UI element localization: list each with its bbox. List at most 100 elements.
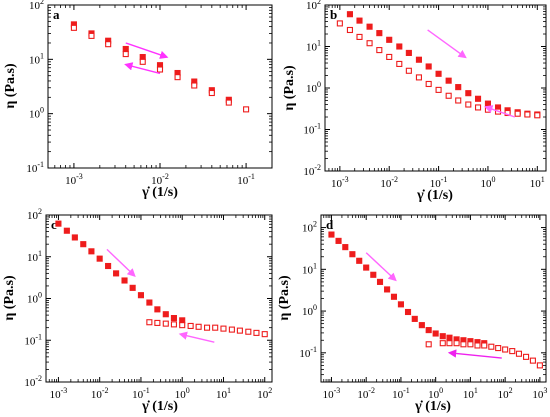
minor-ticks: [321, 215, 546, 382]
open-square-point: [346, 26, 353, 34]
x-tick-label: 102: [257, 386, 272, 401]
plot-frame: [320, 214, 547, 383]
open-square-point: [509, 348, 516, 355]
filled-square-point: [390, 293, 398, 300]
backward-arrow-icon: [484, 105, 516, 118]
open-square-point: [195, 323, 202, 330]
x-axis-label: γ̇ (1/s): [141, 185, 178, 200]
x-tick-label: 10-3: [65, 172, 83, 187]
y-tick-label: 10-1: [24, 332, 42, 347]
open-square-point: [495, 345, 502, 352]
open-square-point: [524, 111, 531, 118]
open-square-point: [146, 319, 153, 326]
open-square-point: [179, 322, 186, 329]
open-square-point: [187, 322, 194, 330]
x-tick-label: 103: [532, 386, 547, 401]
plot-frame: [324, 4, 547, 172]
filled-square-point: [474, 95, 482, 102]
filled-square-point: [363, 264, 370, 271]
open-square-point: [174, 74, 181, 81]
open-square-point: [439, 340, 446, 347]
open-square-point: [105, 41, 112, 48]
open-square-point: [356, 33, 363, 40]
panel-b: 10-3 10-2 10-1 100 101 10-2 10-1 100 101 102 γ̇ (1…: [282, 0, 547, 203]
open-square-point: [191, 82, 198, 89]
x-axis-label: γ̇ (1/s): [416, 188, 453, 203]
forward-arrow-icon: [427, 29, 467, 59]
open-square-point: [396, 60, 403, 67]
x-tick-label: 10-1: [392, 386, 410, 401]
backward-arrow-icon: [178, 331, 215, 343]
filled-square-point: [404, 308, 412, 316]
filled-square-point: [154, 306, 161, 313]
filled-square-point: [146, 299, 153, 306]
filled-square-point: [405, 49, 412, 56]
x-tick-label: 10-3: [331, 175, 349, 190]
open-square-point: [170, 321, 177, 328]
filled-square-point: [370, 271, 377, 278]
series-open: [70, 24, 250, 113]
open-square-point: [474, 104, 482, 111]
open-square-point: [534, 112, 541, 119]
filled-square-point: [121, 277, 128, 284]
open-square-point: [445, 92, 452, 99]
y-tick-label: 100: [27, 291, 42, 306]
open-square-point: [208, 89, 215, 97]
y-axis-label: η (Pa.s): [2, 275, 17, 321]
x-axis-label: γ̇ (1/s): [414, 399, 451, 414]
open-square-point: [502, 346, 509, 353]
forward-arrow-icon: [106, 248, 136, 277]
forward-arrow-icon: [365, 252, 397, 282]
panel-c: 10-3 10-2 10-1 100 101 102 10-2 10-1 100 101 102 γ̇…: [2, 207, 273, 414]
filled-square-point: [55, 220, 62, 227]
open-square-point: [261, 331, 268, 338]
y-tick-label: 101: [306, 39, 321, 54]
filled-square-point: [432, 330, 439, 337]
filled-square-point: [96, 255, 103, 262]
open-square-point: [245, 328, 252, 335]
filled-square-point: [446, 334, 453, 341]
x-tick-label: 10-2: [91, 386, 109, 401]
open-square-point: [376, 47, 383, 54]
series-filled: [70, 21, 232, 103]
series-filled: [55, 220, 186, 324]
open-square-point: [474, 342, 481, 349]
filled-square-point: [425, 327, 432, 334]
filled-square-point: [63, 227, 70, 234]
filled-square-point: [162, 311, 169, 318]
panel-d: 10-3 10-2 10-1 100 101 102 103 10-1 100 101 102 γ̇ …: [277, 214, 547, 414]
filled-square-point: [88, 248, 95, 255]
open-square-point: [336, 20, 343, 27]
x-tick-label: 101: [216, 386, 231, 401]
x-tick-label: 10-1: [237, 172, 255, 187]
filled-square-point: [137, 292, 144, 299]
y-tick-label: 100: [306, 80, 321, 95]
filled-square-point: [328, 231, 335, 238]
open-square-point: [122, 51, 129, 58]
minor-ticks: [46, 215, 272, 382]
x-tick-label: 10-3: [323, 386, 341, 401]
open-square-point: [212, 324, 219, 331]
filled-square-point: [356, 17, 363, 24]
open-square-point: [435, 86, 442, 93]
open-square-point: [220, 325, 227, 332]
panel-a: 10-3 10-2 10-1 10-1 100 101 102 γ̇ (1/s) η (Pa.s…: [3, 0, 273, 200]
y-tick-label: 101: [29, 51, 44, 66]
filled-square-point: [342, 244, 349, 251]
y-tick-label: 102: [29, 0, 44, 12]
open-square-point: [453, 340, 460, 347]
filled-square-point: [170, 315, 177, 322]
open-square-point: [154, 319, 161, 326]
x-tick-label: 10-3: [50, 386, 68, 401]
forward-arrow-icon: [125, 42, 169, 59]
x-tick-label: 10-1: [430, 175, 448, 190]
open-square-point: [204, 324, 211, 331]
backward-arrow-icon: [447, 349, 502, 359]
x-tick-label: 10-2: [380, 175, 398, 190]
x-tick-label: 101: [530, 175, 545, 190]
y-axis-label: η (Pa.s): [282, 65, 297, 111]
series-open: [336, 20, 541, 119]
open-square-point: [465, 101, 472, 108]
y-tick-label: 101: [27, 249, 42, 264]
